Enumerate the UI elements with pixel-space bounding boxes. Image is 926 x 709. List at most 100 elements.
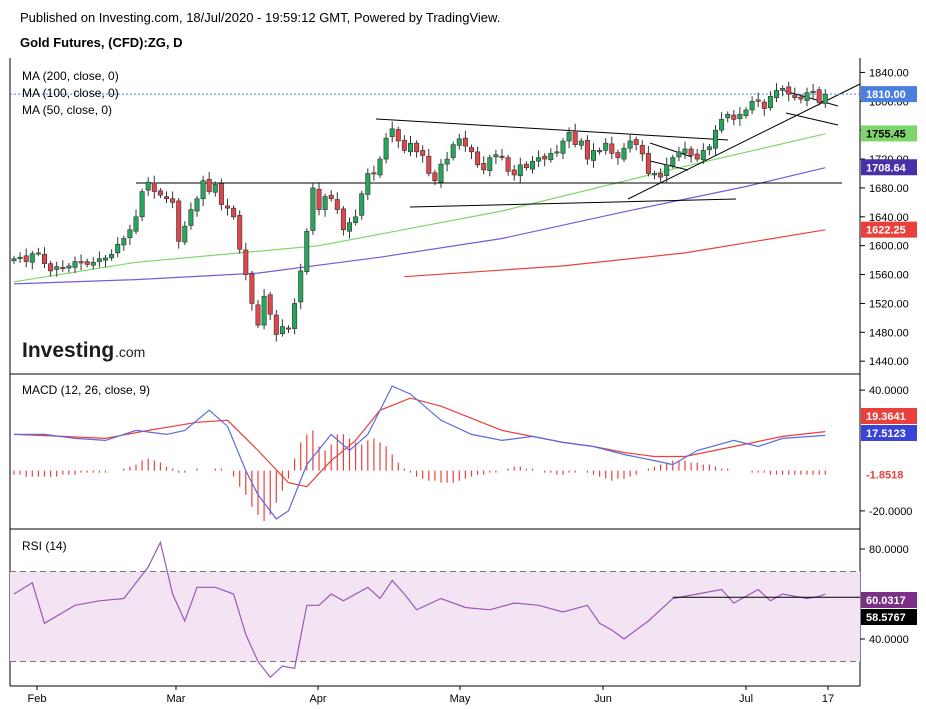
candle: [96, 251, 102, 268]
candle: [292, 298, 298, 335]
candle: [444, 151, 450, 172]
candle-body: [151, 182, 157, 192]
candle-body: [11, 258, 17, 262]
candle: [566, 127, 572, 149]
candle: [450, 141, 456, 161]
candle-body: [353, 216, 359, 223]
rsi-line: [13, 540, 826, 679]
candle: [115, 237, 121, 258]
candle: [72, 256, 78, 274]
candle: [164, 191, 170, 204]
macd-badges: 19.3641 17.5123 -1.8518: [861, 408, 917, 483]
candle: [383, 133, 389, 164]
macd-lines: [13, 385, 826, 520]
candle-body: [29, 253, 35, 263]
candle: [670, 154, 676, 169]
candle-body: [590, 150, 596, 161]
candle: [243, 242, 249, 281]
candle-body: [231, 207, 237, 218]
candle-body: [676, 151, 682, 158]
ma200-badge-bg: [861, 221, 917, 238]
candle: [462, 130, 468, 152]
price-tick-label: 1440.00: [869, 356, 909, 368]
candle: [316, 182, 322, 216]
ma100-line: [13, 167, 826, 285]
candle: [719, 112, 725, 134]
logo-suffix: .com: [115, 344, 145, 360]
candle-body: [688, 148, 694, 156]
candle: [29, 250, 35, 270]
candle-body: [23, 255, 29, 262]
candle: [298, 263, 304, 310]
candle: [371, 165, 377, 181]
time-axis: Feb Mar Apr May Jun Jul 17: [28, 686, 834, 705]
candle: [285, 325, 291, 334]
candle-body: [407, 142, 413, 153]
candle-body: [554, 151, 560, 154]
time-tick-label: May: [450, 693, 471, 705]
candle-body: [529, 160, 535, 170]
candle: [389, 121, 395, 143]
candle: [584, 135, 590, 165]
candle-body: [401, 139, 407, 151]
rsi-level-badge-text: 58.5767: [866, 612, 906, 624]
signal-badge: 19.3641: [861, 408, 917, 424]
candle: [145, 177, 151, 196]
candle-body: [621, 147, 627, 160]
candle-body: [365, 173, 371, 195]
candle: [432, 169, 438, 186]
candle-body: [127, 229, 133, 239]
candle-body: [41, 254, 47, 265]
candle-body: [103, 257, 109, 261]
candle: [804, 87, 810, 107]
candle: [90, 257, 96, 270]
candle-body: [767, 95, 773, 109]
candle: [523, 161, 529, 171]
candle: [103, 255, 109, 268]
candle: [481, 156, 487, 175]
candle-body: [597, 150, 603, 153]
pattern-trendlines: [136, 83, 861, 208]
candle-body: [481, 163, 487, 171]
candle-body: [170, 198, 176, 203]
candle: [157, 187, 163, 199]
candle-body: [194, 198, 200, 212]
candle: [639, 140, 645, 162]
candle: [542, 153, 548, 167]
ma50-line: [13, 133, 826, 283]
price-tick-label: 1560.00: [869, 270, 909, 282]
macd-badge-text: 17.5123: [866, 428, 906, 440]
candle: [340, 205, 346, 236]
candle: [603, 138, 609, 155]
candle-body: [542, 155, 548, 160]
candle: [725, 111, 731, 123]
candle-body: [78, 261, 84, 264]
candle-body: [743, 109, 749, 117]
time-tick-label: Jun: [594, 693, 612, 705]
rsi-tick-label: 80.0000: [869, 544, 909, 556]
candle-body: [816, 89, 822, 104]
candle-body: [560, 140, 566, 154]
symbol-title: Gold Futures, (CFD):ZG, D: [20, 35, 183, 50]
candle: [48, 260, 54, 277]
candle-body: [456, 138, 462, 146]
candle-body: [200, 180, 206, 200]
candle-body: [279, 326, 285, 335]
ma100-badge-text: 1708.64: [866, 162, 907, 174]
candle: [109, 249, 115, 261]
price-tick-label: 1840.00: [869, 67, 909, 79]
candle: [121, 235, 127, 251]
candle-body: [639, 145, 645, 155]
rsi-badge: 60.0317: [861, 592, 917, 608]
candle-body: [346, 222, 352, 232]
candle-body: [682, 148, 688, 154]
rsi-tick-label: 40.0000: [869, 634, 909, 646]
candle: [475, 146, 481, 168]
candle: [212, 181, 218, 197]
candle-body: [304, 230, 310, 272]
candle-body: [658, 173, 664, 178]
candle-body: [426, 155, 432, 174]
candle: [84, 258, 90, 268]
candle: [792, 87, 798, 101]
